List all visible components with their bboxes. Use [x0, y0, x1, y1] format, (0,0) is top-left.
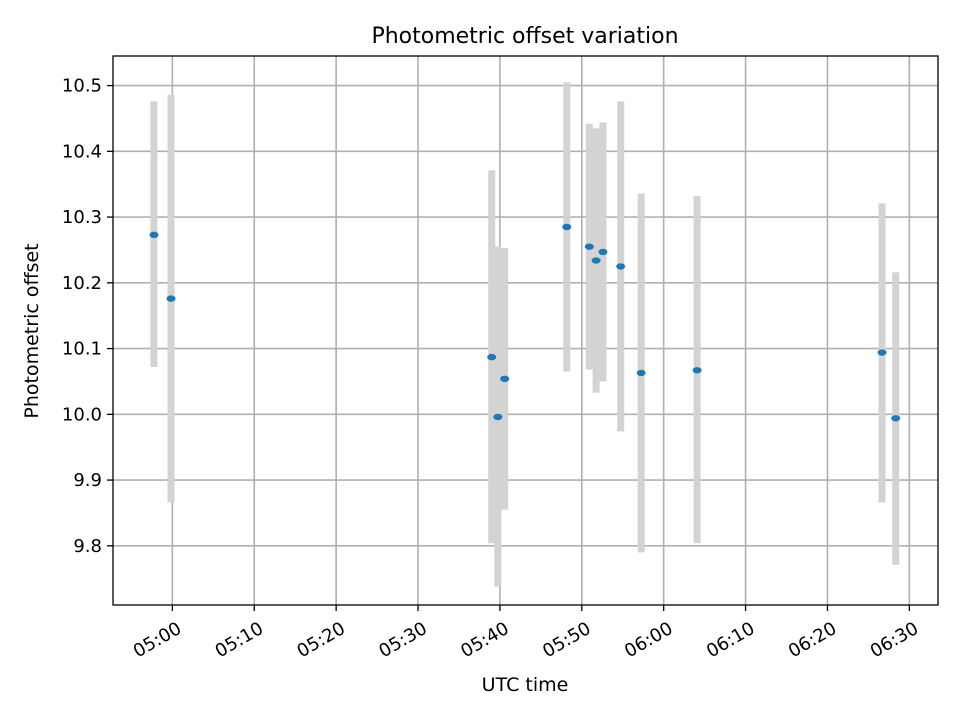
data-point — [877, 349, 887, 356]
x-tick-label: 05:40 — [457, 618, 512, 662]
y-tick-label: 10.3 — [62, 207, 102, 228]
x-tick-label: 05:10 — [212, 618, 267, 662]
chart-title: Photometric offset variation — [371, 24, 678, 49]
data-point — [149, 231, 159, 239]
data-point — [598, 248, 608, 256]
data-point — [591, 257, 601, 264]
x-tick-label: 06:00 — [621, 618, 676, 662]
grid — [113, 56, 938, 605]
data-point — [500, 375, 510, 383]
x-tick-label: 06:30 — [867, 618, 922, 662]
x-tick-label: 06:20 — [785, 618, 840, 662]
plot-frame — [112, 55, 939, 606]
data-point — [487, 353, 497, 361]
y-tick-label: 10.0 — [62, 404, 102, 425]
data-point — [493, 413, 503, 421]
data-point — [636, 369, 646, 377]
y-tick-label: 9.9 — [73, 470, 102, 491]
x-tick-label: 06:10 — [703, 618, 758, 662]
x-tick-label: 05:30 — [375, 618, 430, 662]
data-points — [149, 223, 901, 422]
data-point — [562, 223, 572, 231]
x-axis-label: UTC time — [482, 674, 569, 696]
data-point — [166, 295, 176, 302]
y-tick-label: 10.2 — [62, 273, 102, 294]
y-axis-label: Photometric offset — [21, 243, 43, 418]
data-point — [692, 367, 702, 374]
y-tick-label: 10.1 — [62, 339, 102, 360]
x-tick-label: 05:00 — [130, 618, 185, 662]
data-point — [616, 263, 626, 270]
data-point — [584, 243, 594, 250]
x-tick-label: 05:50 — [539, 618, 594, 662]
error-bars — [150, 82, 900, 587]
y-tick-label: 10.4 — [62, 141, 102, 162]
x-tick-label: 05:20 — [294, 618, 349, 662]
y-tick-label: 9.8 — [73, 536, 102, 557]
data-point — [891, 415, 901, 422]
y-tick-label: 10.5 — [62, 76, 102, 97]
